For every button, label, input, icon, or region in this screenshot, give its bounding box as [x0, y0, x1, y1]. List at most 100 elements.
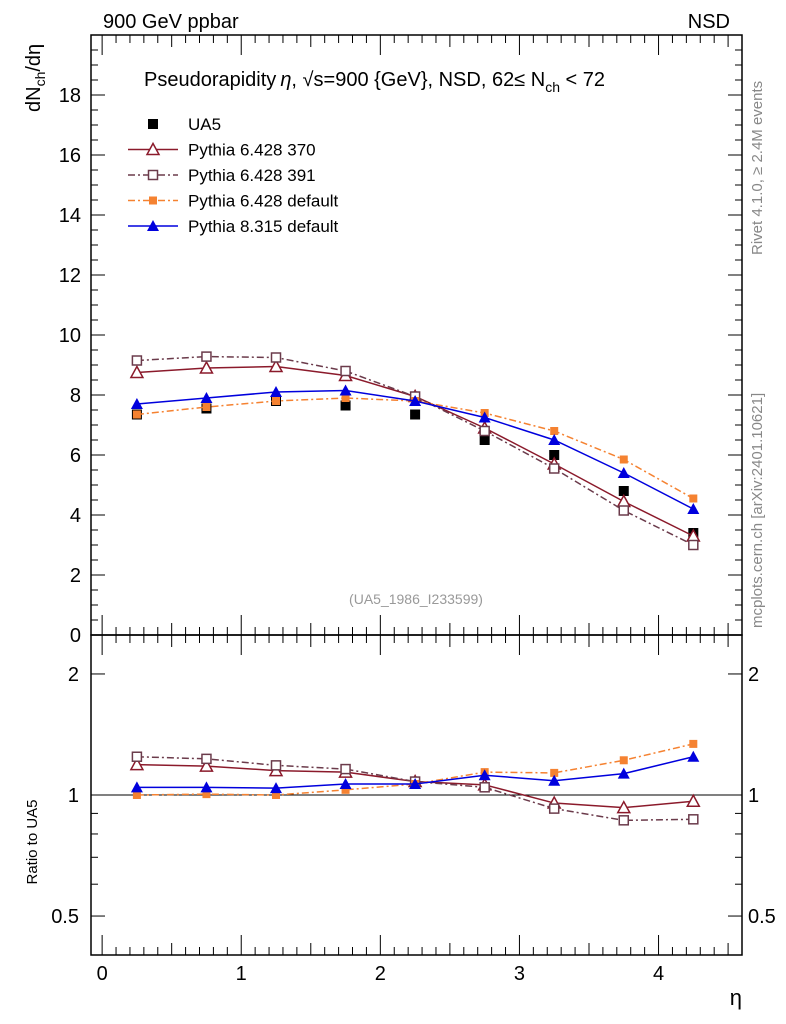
ratio-y-ticks: 0.5 0.5 1 1 2 2	[51, 664, 776, 928]
main-y-tick-label: 6	[70, 445, 81, 467]
chart-title-sqrts: , √s=900 {GeV}, NSD, 62	[291, 69, 514, 91]
main-series-line	[136, 355, 694, 546]
main-data-point	[687, 503, 700, 514]
main-data-point	[619, 455, 628, 464]
main-data-point	[410, 409, 421, 420]
ratio-data-point	[270, 782, 283, 794]
main-data-point	[616, 493, 632, 508]
rivet-label: Rivet 4.1.0, ≥ 2.4M events	[749, 81, 766, 255]
main-ylabel-rest: /dη	[23, 44, 45, 72]
ratio-y-tick-label: 0.5	[51, 906, 79, 928]
ratio-data-point	[689, 739, 698, 748]
main-data-point	[618, 486, 629, 496]
main-data-point	[272, 397, 281, 405]
ratio-data-point	[478, 769, 491, 781]
ratio-data-point	[550, 768, 559, 777]
legend-marker	[148, 119, 158, 129]
main-data-point	[478, 411, 491, 423]
main-data-point	[479, 425, 490, 437]
main-data-point	[130, 398, 143, 409]
main-data-point	[689, 494, 698, 503]
x-tick-label: 0	[97, 963, 108, 985]
main-data-point	[270, 352, 282, 363]
ratio-ylabel: Ratio to UA5	[24, 799, 41, 884]
ratio-y-tick-label-right: 2	[748, 664, 759, 686]
main-data-point	[479, 435, 490, 445]
ratio-data-point	[548, 774, 561, 786]
main-data-point	[409, 395, 422, 406]
ratio-data-point	[272, 791, 281, 799]
main-series-group	[129, 351, 701, 551]
main-y-tick-label: 8	[70, 385, 81, 407]
main-data-point	[129, 364, 145, 379]
main-y-ticks: 0 2 4 6 8 10 12 14 16 18	[59, 34, 742, 647]
chart-title-prefix: Pseudorapidity	[144, 69, 276, 91]
chart-title-ch: ch	[545, 79, 560, 95]
main-ylabel-sub: ch	[32, 72, 48, 87]
main-data-point	[548, 463, 560, 474]
ratio-data-point	[617, 767, 630, 779]
chart-title-lt: < 72	[560, 69, 605, 91]
ratio-series-2	[132, 739, 698, 799]
main-data-point	[548, 434, 561, 445]
main-data-point	[201, 351, 212, 362]
ratio-data-point	[270, 760, 282, 771]
ratio-y-tick-label-right: 1	[748, 785, 759, 807]
main-y-tick-label: 0	[70, 625, 81, 647]
main-series-2	[131, 351, 699, 551]
main-data-point	[688, 539, 699, 551]
ratio-data-point	[619, 756, 628, 765]
main-data-point	[199, 360, 214, 374]
header-left: 900 GeV ppbar	[103, 11, 239, 33]
main-y-tick-label: 18	[59, 85, 81, 107]
x-tick-label: 2	[375, 963, 386, 985]
ratio-series-3	[130, 750, 700, 794]
legend-label: UA5	[188, 115, 221, 134]
main-ylabel: dNch/dη	[23, 44, 48, 112]
x-axis-label: η	[730, 985, 742, 1010]
chart-title: Pseudorapidity η, √s=900 {GeV}, NSD, 62≤ …	[144, 69, 605, 95]
ratio-data-point	[686, 793, 701, 807]
main-data-point	[340, 400, 351, 411]
ratio-series-group	[129, 739, 701, 826]
ratio-data-point	[202, 790, 211, 799]
main-series-line	[136, 397, 694, 500]
header-right: NSD	[688, 11, 730, 33]
x-tick-label: 1	[236, 963, 247, 985]
main-series-0	[131, 396, 699, 538]
ratio-data-point	[199, 758, 214, 772]
ratio-data-point	[616, 800, 632, 814]
main-data-point	[268, 358, 284, 373]
main-data-point	[618, 505, 630, 516]
ratio-data-point	[131, 751, 143, 762]
legend-label: Pythia 8.315 default	[188, 217, 339, 236]
chart-title-n: N	[525, 69, 545, 91]
legend-marker	[149, 196, 157, 205]
ratio-data-point	[201, 753, 212, 765]
legend-marker	[147, 220, 159, 231]
ratio-data-point	[129, 757, 145, 771]
main-y-tick-label: 10	[59, 325, 81, 347]
ratio-data-point	[130, 781, 143, 793]
main-data-point	[340, 365, 351, 377]
main-ylabel-d: dN	[23, 86, 45, 112]
main-data-point	[200, 392, 213, 403]
x-ticks: 0 1 2 3 4	[97, 35, 743, 985]
main-y-tick-label: 4	[70, 505, 81, 527]
main-data-point	[132, 410, 141, 419]
ratio-data-point	[618, 815, 630, 826]
ratio-data-point	[688, 814, 699, 825]
ratio-y-tick-label-right: 0.5	[748, 906, 776, 928]
ratio-data-point	[340, 763, 351, 775]
main-y-tick-label: 12	[59, 265, 81, 287]
ratio-series-line	[136, 743, 694, 796]
main-data-point	[202, 403, 211, 411]
x-tick-label: 3	[514, 963, 525, 985]
ratio-data-point	[409, 778, 422, 790]
legend-label: Pythia 6.428 default	[188, 192, 339, 211]
chart-title-le: ≤	[514, 69, 525, 91]
main-data-point	[270, 386, 283, 397]
ratio-series-line	[136, 755, 694, 822]
main-data-point	[339, 384, 352, 396]
